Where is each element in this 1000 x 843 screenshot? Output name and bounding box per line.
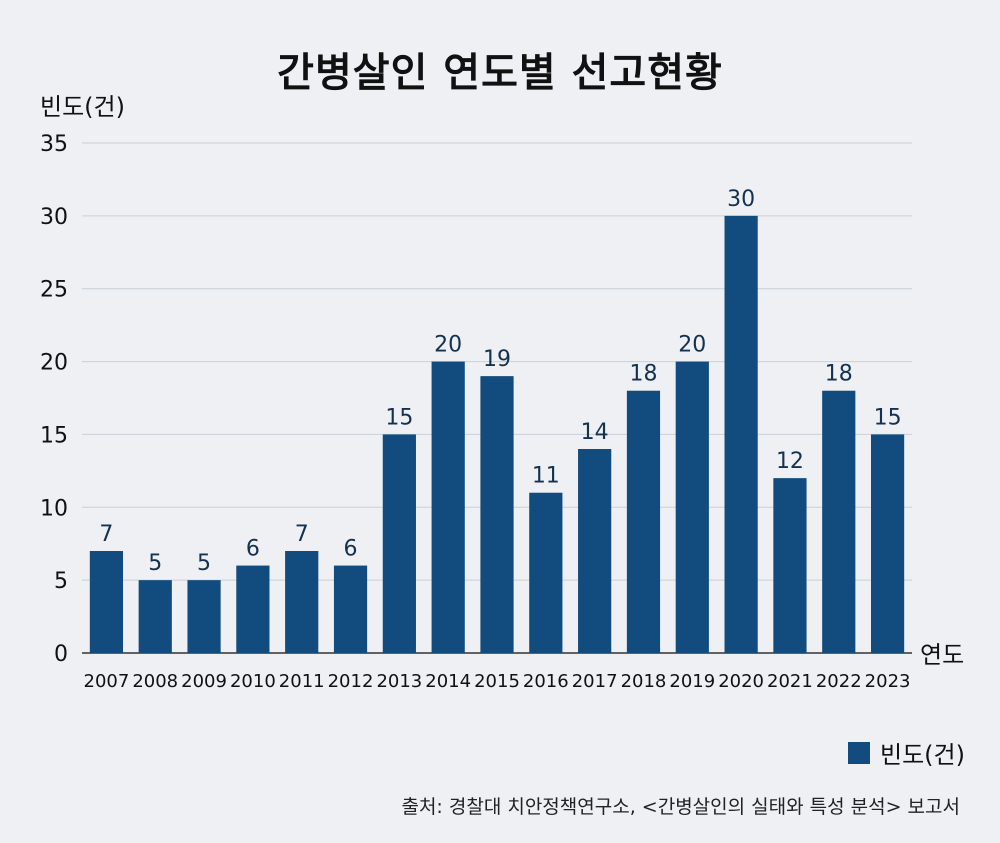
data-label-2018: 18: [629, 362, 657, 387]
x-tick-label: 2010: [230, 671, 276, 692]
source-note: 출처: 경찰대 치안정책연구소, <간병살인의 실태와 특성 분석> 보고서: [401, 796, 960, 818]
x-tick-label: 2022: [816, 671, 862, 692]
data-label-2008: 5: [148, 551, 162, 576]
data-label-2014: 20: [434, 333, 462, 358]
y-axis-ticks: 0 5 10 15 20 25 30 35: [40, 132, 68, 667]
x-tick-label: 2019: [669, 671, 715, 692]
bar-2014: [431, 361, 465, 653]
data-label-2007: 7: [99, 522, 113, 547]
bar-2017: [578, 449, 612, 653]
y-tick-label: 5: [54, 569, 68, 594]
bar-2016: [529, 492, 563, 653]
legend: 빈도(건): [848, 735, 965, 770]
legend-label: 빈도(건): [880, 741, 965, 769]
data-label-2021: 12: [776, 449, 804, 474]
chart-title: 간병살인 연도별 선고현황: [277, 50, 723, 96]
bar-2023: [870, 434, 905, 653]
bar-2018: [626, 390, 661, 653]
x-tick-label: 2009: [181, 671, 227, 692]
y-tick-label: 35: [40, 132, 68, 157]
bar-2011: [285, 551, 319, 653]
legend-swatch: [848, 741, 870, 764]
x-tick-label: 2018: [621, 671, 667, 692]
y-tick-label: 25: [40, 278, 68, 303]
data-label-2019: 20: [678, 333, 706, 358]
data-label-2020: 30: [727, 187, 755, 212]
bar-2008: [138, 580, 172, 653]
bar-2019: [675, 361, 709, 653]
data-label-2010: 6: [246, 537, 260, 562]
bar-2015: [480, 376, 514, 653]
y-tick-label: 10: [40, 496, 68, 521]
data-label-2022: 18: [825, 362, 853, 387]
y-axis-label: 빈도(건): [40, 93, 125, 121]
y-tick-label: 30: [40, 205, 68, 230]
bar-2012: [333, 565, 368, 653]
x-tick-label: 2012: [328, 671, 374, 692]
bars: [89, 215, 905, 653]
bar-2021: [773, 478, 807, 653]
data-label-2012: 6: [344, 537, 358, 562]
x-tick-label: 2020: [718, 671, 764, 692]
bar-2007: [89, 551, 124, 653]
x-tick-label: 2017: [572, 671, 618, 692]
data-label-2015: 19: [483, 347, 511, 372]
bar-2013: [382, 434, 416, 653]
x-tick-label: 2008: [132, 671, 178, 692]
data-label-2023: 15: [874, 405, 902, 430]
data-label-2013: 15: [385, 405, 413, 430]
x-tick-label: 2023: [865, 671, 911, 692]
bar-2020: [724, 215, 758, 653]
data-label-2016: 11: [532, 464, 560, 489]
data-label-2009: 5: [197, 551, 211, 576]
data-labels: 7 5 5 6 7 6 15 20 19 11 14 18 20 30 12 18 15: [99, 187, 901, 576]
x-tick-label: 2007: [84, 671, 130, 692]
x-tick-label: 2013: [376, 671, 422, 692]
x-tick-label: 2021: [767, 671, 813, 692]
bar-2022: [822, 390, 856, 653]
y-tick-label: 15: [40, 423, 68, 448]
x-axis-label: 연도: [920, 641, 964, 669]
data-label-2011: 7: [295, 522, 309, 547]
x-tick-label: 2014: [425, 671, 471, 692]
x-tick-label: 2016: [523, 671, 569, 692]
x-tick-label: 2015: [474, 671, 520, 692]
x-tick-label: 2011: [279, 671, 325, 692]
y-tick-label: 20: [40, 351, 68, 376]
bar-2010: [236, 565, 270, 653]
bar-2009: [187, 580, 221, 653]
data-label-2017: 14: [581, 420, 609, 445]
y-tick-label: 0: [54, 642, 68, 667]
x-axis-ticks: 2007 2008 2009 2010 2011 2012 2013 2014 2015 2016…: [84, 671, 911, 692]
